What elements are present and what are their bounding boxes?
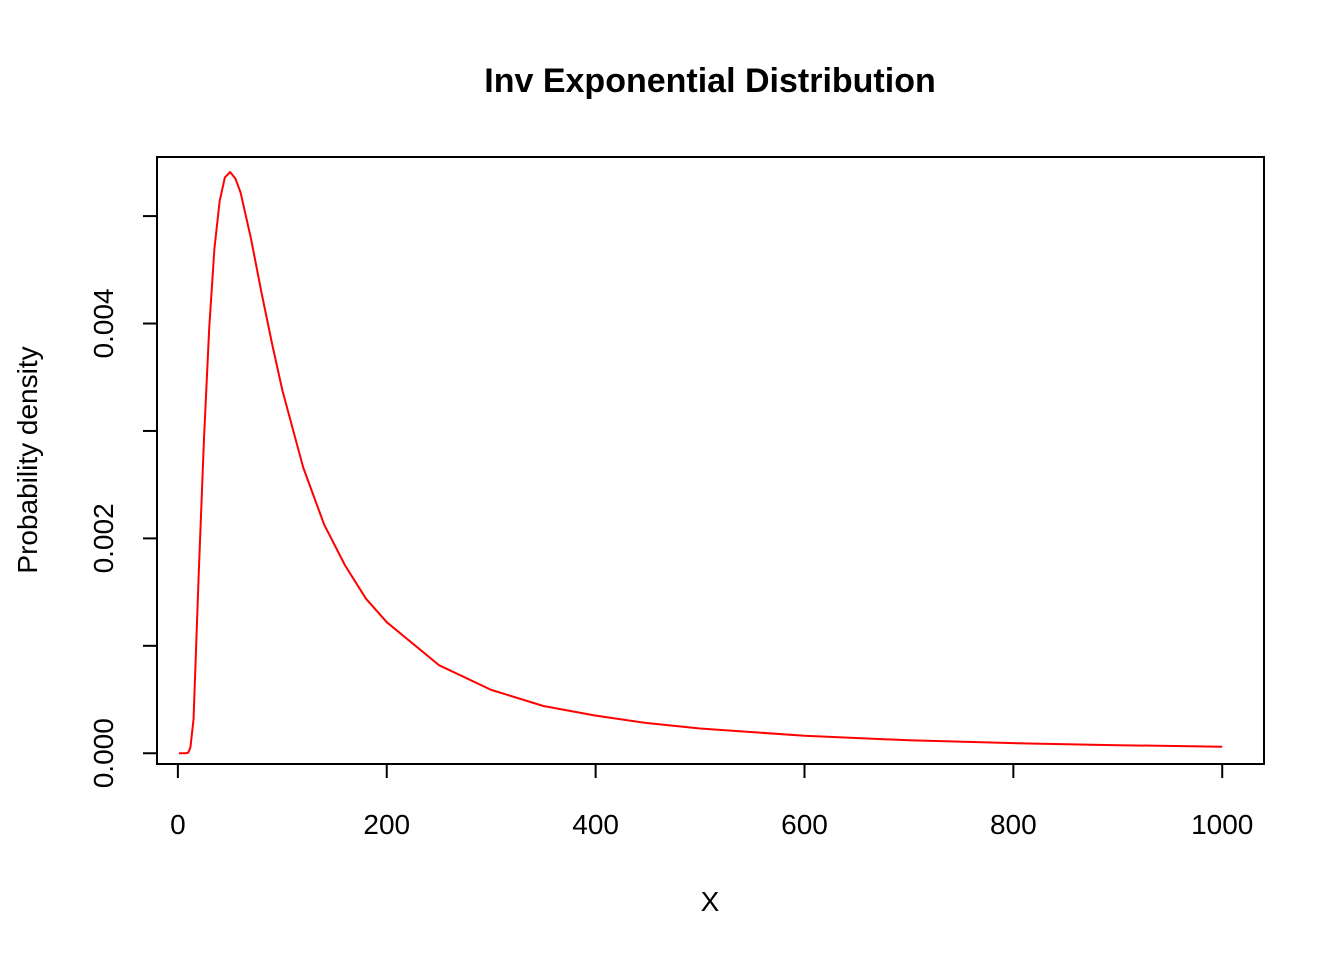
x-tick-label: 0 [170,809,186,840]
x-tick-label: 1000 [1191,809,1253,840]
x-axis-label: X [701,886,720,917]
y-axis-label: Probability density [12,346,43,573]
y-axis: 0.000 0.002 0.004 [88,215,158,788]
x-tick-label: 800 [990,809,1037,840]
y-tick-label: 0.004 [88,288,119,358]
chart-title: Inv Exponential Distribution [484,62,935,100]
density-curve [178,171,1223,755]
x-axis: 0 200 400 600 800 1000 [170,763,1253,840]
x-tick-label: 400 [572,809,619,840]
y-tick-label: 0.000 [88,718,119,788]
y-tick-label: 0.002 [88,503,119,573]
x-tick-label: 600 [781,809,828,840]
plot-frame [156,156,1265,765]
x-tick-label: 200 [363,809,410,840]
